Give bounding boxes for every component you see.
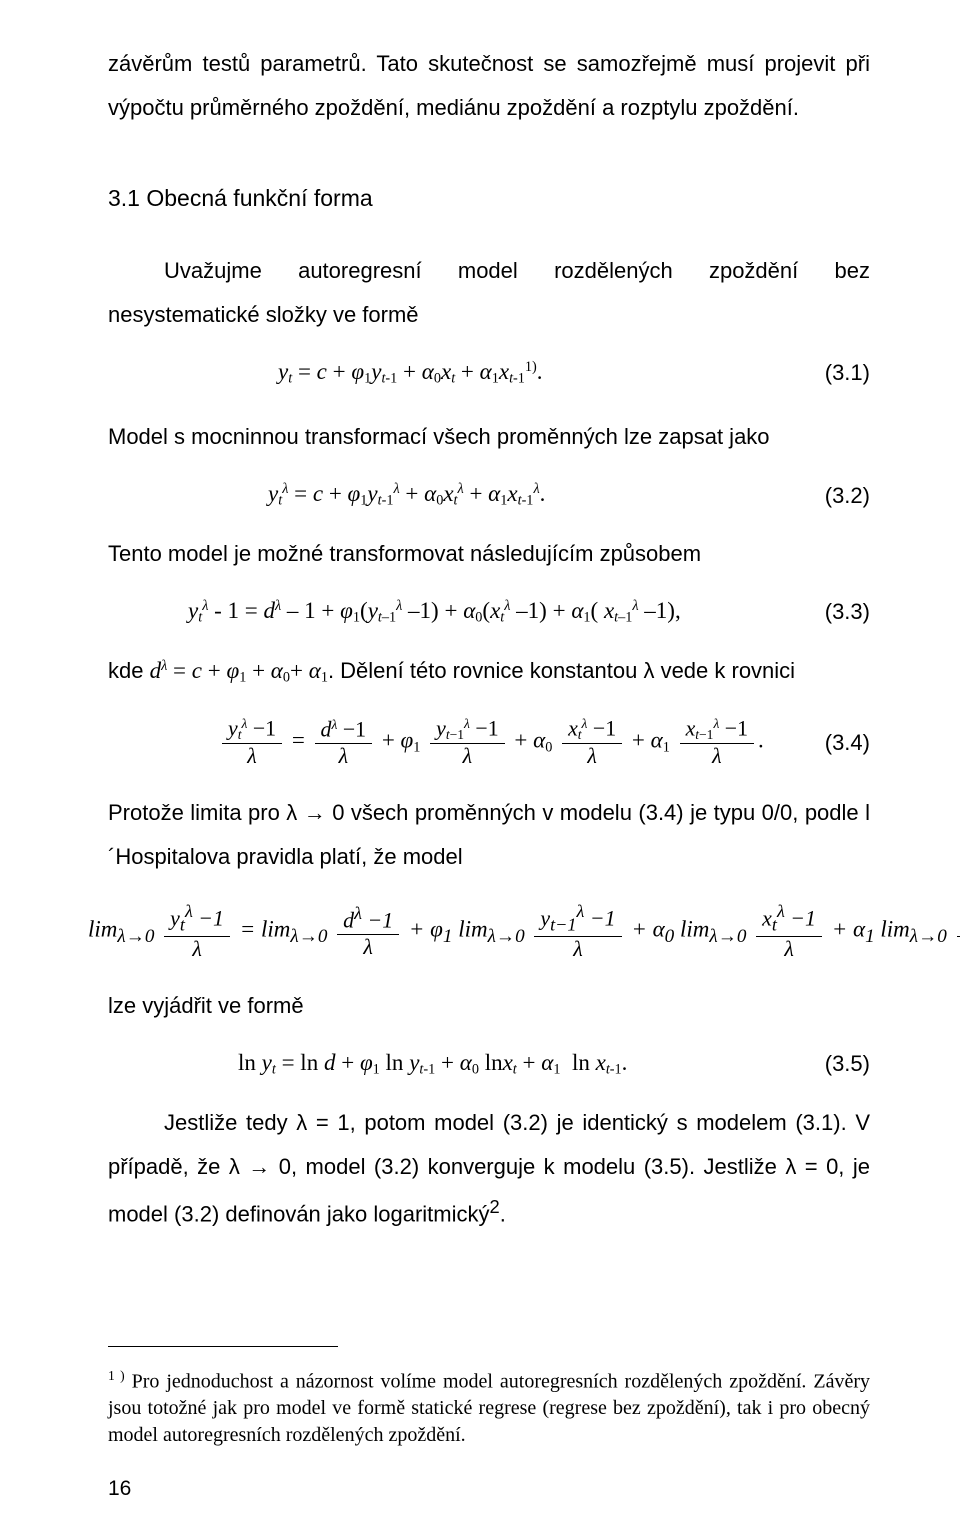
paragraph: Model s mocninnou transformací všech pro… [108, 415, 870, 459]
paragraph-kde: kde dλ = c + φ1 + α0+ α1. Dělení této ro… [108, 648, 870, 694]
equation-expr: ytλ = c + φ1yt-1λ + α0xtλ + α1xt-1λ. [268, 481, 545, 510]
paragraph: Protože limita pro λ → 0 všech proměnnýc… [108, 791, 870, 879]
text: . Dělení této rovnice konstantou λ vede … [328, 658, 795, 683]
paper-page: závěrům testů parametrů. Tato skutečnost… [0, 0, 960, 1531]
text: kde [108, 658, 150, 683]
equation-number: (3.4) [810, 730, 870, 756]
paragraph: Uvažujme autoregresní model rozdělených … [108, 249, 870, 337]
footnote-marker: 1 ) [108, 1368, 125, 1383]
equation-expr: ytλ - 1 = dλ – 1 + φ1(yt–1λ –1) + α0(xtλ… [188, 598, 681, 627]
text: . [500, 1201, 506, 1226]
intro-paragraph: závěrům testů parametrů. Tato skutečnost… [108, 42, 870, 130]
equation-number: (3.3) [810, 599, 870, 625]
equation-number: (3.2) [810, 483, 870, 509]
paragraph-final: Jestliže tedy λ = 1, potom model (3.2) j… [108, 1101, 870, 1236]
equation-3-5: ln yt = ln d + φ1 ln yt-1 + α0 lnxt + α1… [108, 1050, 870, 1079]
equation-expr: ln yt = ln d + φ1 ln yt-1 + α0 lnxt + α1… [238, 1050, 627, 1079]
equation-3-1: yt = c + φ1yt-1 + α0xt + α1xt-11). (3.1) [108, 359, 870, 388]
page-number: 16 [108, 1477, 870, 1501]
equation-limits: limλ→0 ytλ −1λ = limλ→0 dλ −1λ + φ1 limλ… [88, 901, 870, 962]
footnote-ref: 2 [490, 1196, 500, 1217]
footnote-separator [108, 1346, 338, 1347]
inline-math: dλ = c + φ1 + α0+ α1 [150, 658, 328, 683]
equation-number: (3.1) [810, 360, 870, 386]
paragraph: Tento model je možné transformovat násle… [108, 532, 870, 576]
equation-expr: yt = c + φ1yt-1 + α0xt + α1xt-11). [278, 359, 543, 388]
equation-expr: ytλ −1λ = dλ −1λ + φ1 yt−1λ −1λ + α0 xtλ… [218, 716, 764, 769]
equation-3-4: ytλ −1λ = dλ −1λ + φ1 yt−1λ −1λ + α0 xtλ… [108, 716, 870, 769]
footnote: 1 ) Pro jednoduchost a názornost volíme … [108, 1367, 870, 1450]
equation-3-2: ytλ = c + φ1yt-1λ + α0xtλ + α1xt-1λ. (3.… [108, 481, 870, 510]
footnote-text: Pro jednoduchost a názornost volíme mode… [108, 1370, 870, 1446]
section-heading: 3.1 Obecná funkční forma [108, 180, 870, 217]
equation-number: (3.5) [810, 1051, 870, 1077]
paragraph: lze vyjádřit ve formě [108, 984, 870, 1028]
equation-3-3: ytλ - 1 = dλ – 1 + φ1(yt–1λ –1) + α0(xtλ… [108, 598, 870, 627]
